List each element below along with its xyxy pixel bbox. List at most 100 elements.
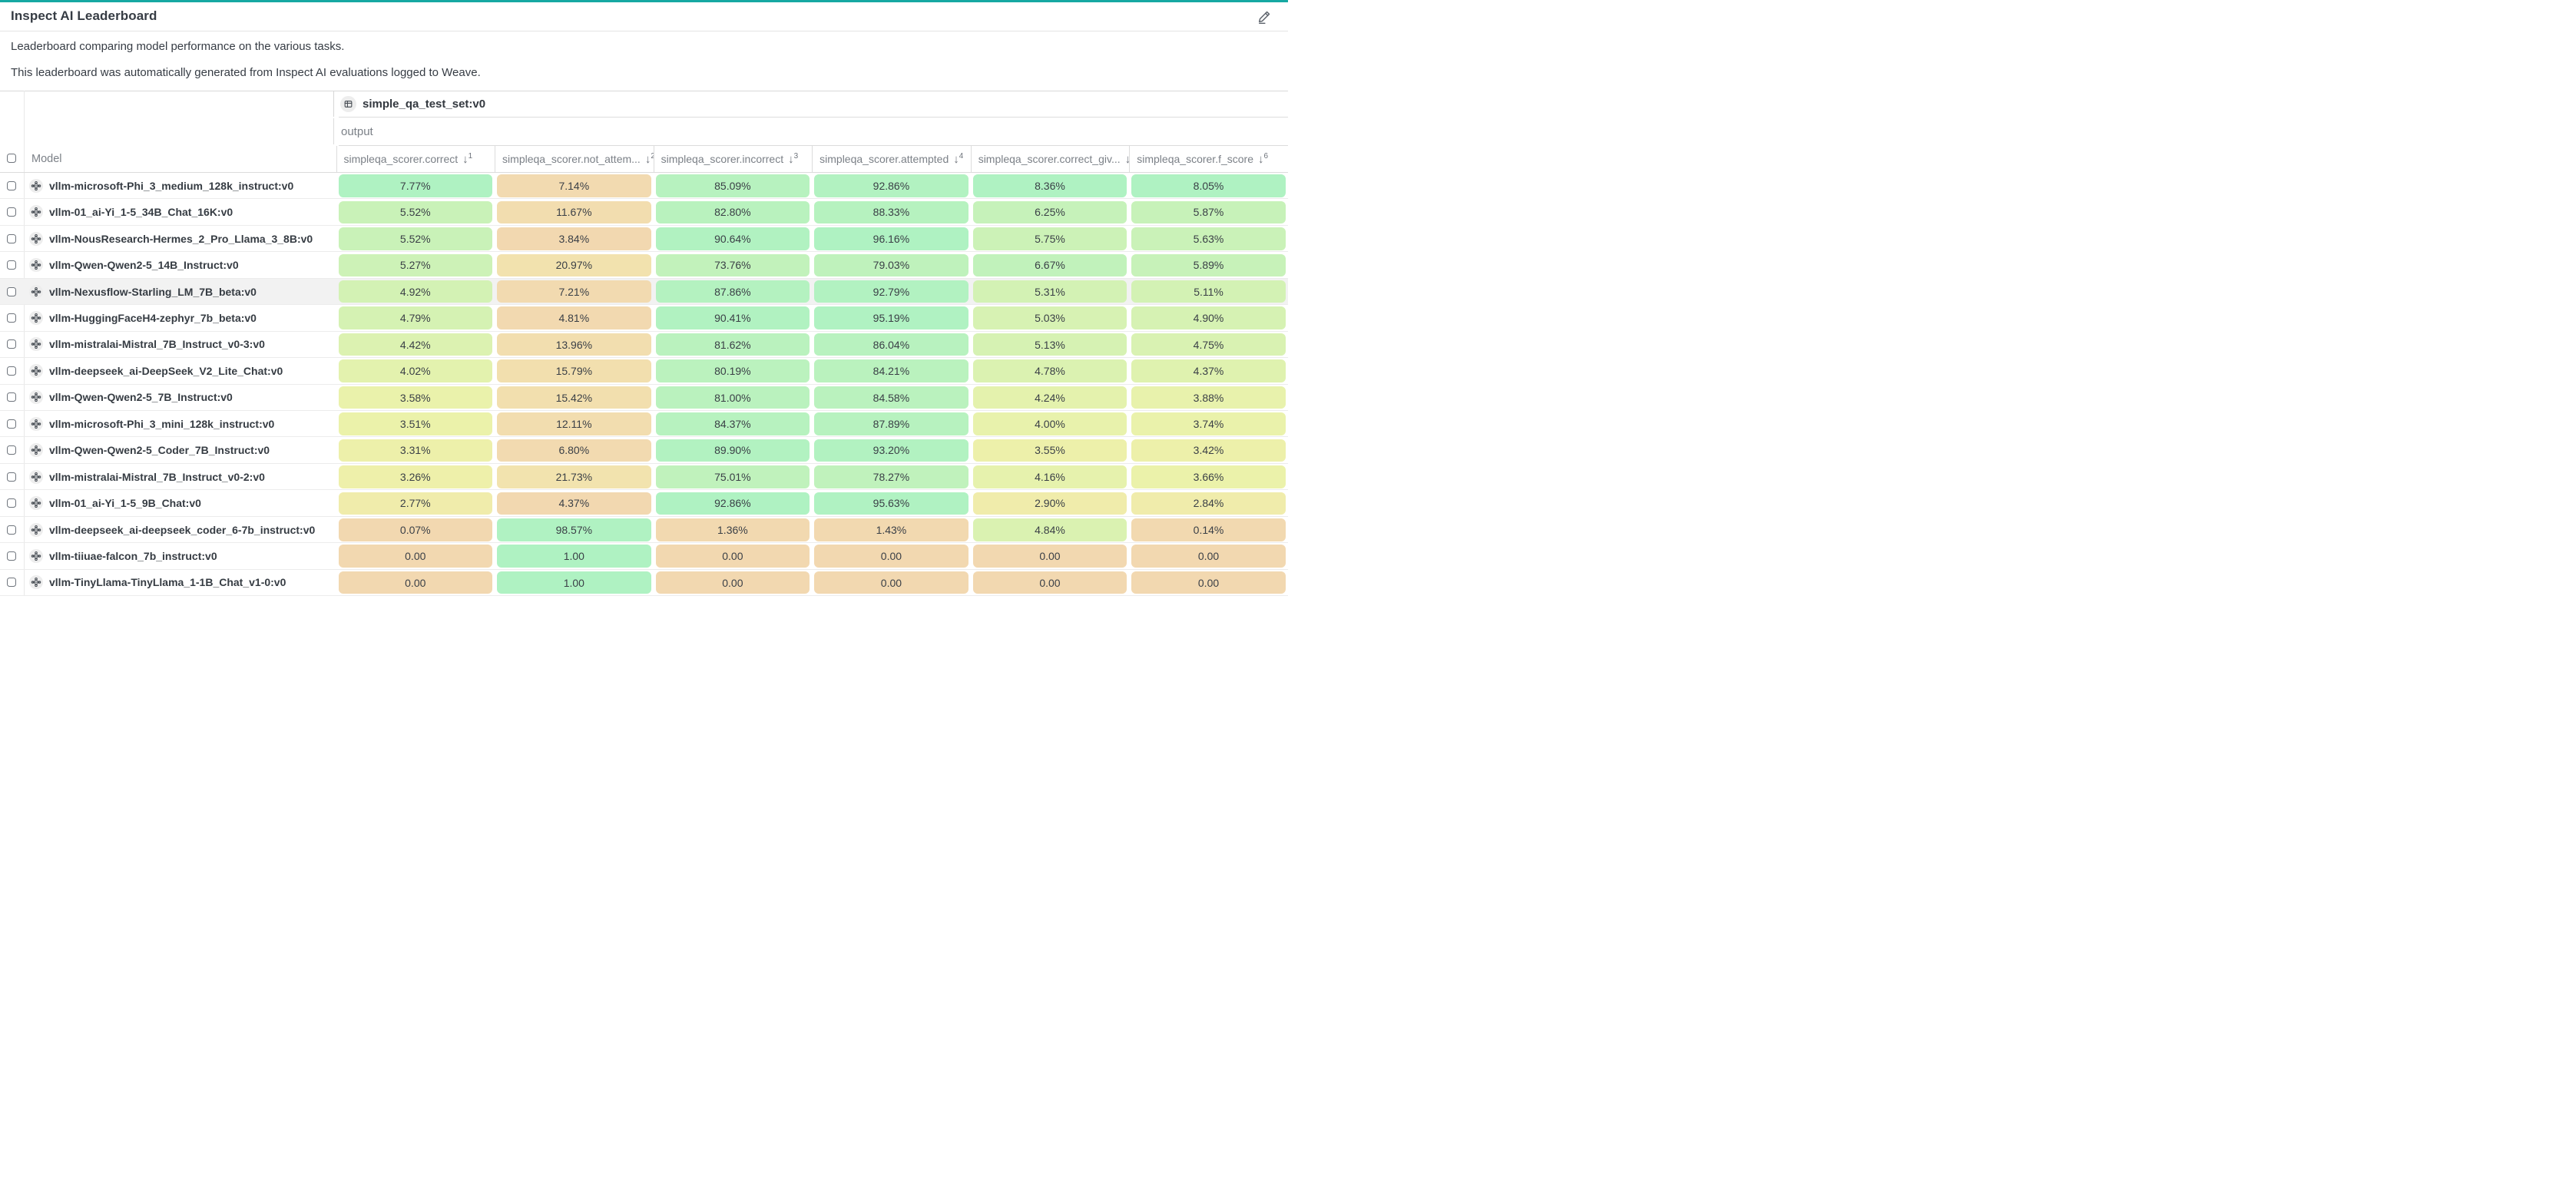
score-cell[interactable]: 84.21% (814, 359, 968, 382)
column-header-6[interactable]: simpleqa_scorer.f_score ↓6 (1129, 146, 1288, 172)
score-cell[interactable]: 3.42% (1131, 439, 1286, 462)
sort-desc-icon[interactable]: ↓6 (1258, 152, 1269, 166)
score-cell[interactable]: 15.42% (497, 386, 651, 409)
score-cell[interactable]: 3.31% (338, 439, 493, 462)
row-checkbox[interactable] (7, 207, 16, 217)
score-cell[interactable]: 73.76% (655, 253, 810, 277)
score-cell[interactable]: 87.86% (655, 280, 810, 303)
score-cell[interactable]: 15.79% (497, 359, 651, 382)
score-cell[interactable]: 81.62% (655, 333, 810, 356)
score-cell[interactable]: 21.73% (497, 465, 651, 488)
score-cell[interactable]: 93.20% (814, 439, 968, 462)
score-cell[interactable]: 4.42% (338, 333, 493, 356)
score-cell[interactable]: 4.75% (1131, 333, 1286, 356)
score-cell[interactable]: 90.41% (655, 306, 810, 329)
row-checkbox[interactable] (7, 313, 16, 323)
row-checkbox[interactable] (7, 419, 16, 429)
score-cell[interactable]: 4.00% (972, 412, 1127, 435)
score-cell[interactable]: 5.13% (972, 333, 1127, 356)
score-cell[interactable]: 5.52% (338, 227, 493, 250)
score-cell[interactable]: 11.67% (497, 200, 651, 224)
model-name[interactable]: vllm-Qwen-Qwen2-5_14B_Instruct:v0 (49, 259, 239, 272)
score-cell[interactable]: 84.37% (655, 412, 810, 435)
score-cell[interactable]: 4.16% (972, 465, 1127, 488)
sort-desc-icon[interactable]: ↓1 (462, 152, 473, 166)
score-cell[interactable]: 4.84% (972, 518, 1127, 541)
score-cell[interactable]: 7.21% (497, 280, 651, 303)
row-checkbox[interactable] (7, 472, 16, 482)
score-cell[interactable]: 90.64% (655, 227, 810, 250)
sort-desc-icon[interactable]: ↓5 (1125, 152, 1130, 166)
score-cell[interactable]: 5.89% (1131, 253, 1286, 277)
score-cell[interactable]: 89.90% (655, 439, 810, 462)
score-cell[interactable]: 5.52% (338, 200, 493, 224)
score-cell[interactable]: 1.36% (655, 518, 810, 541)
model-name[interactable]: vllm-Nexusflow-Starling_LM_7B_beta:v0 (49, 285, 257, 298)
score-cell[interactable]: 0.00 (972, 545, 1127, 568)
model-name[interactable]: vllm-microsoft-Phi_3_medium_128k_instruc… (49, 179, 294, 192)
score-cell[interactable]: 5.63% (1131, 227, 1286, 250)
model-name[interactable]: vllm-HuggingFaceH4-zephyr_7b_beta:v0 (49, 311, 257, 324)
row-checkbox[interactable] (7, 498, 16, 508)
edit-button[interactable] (1254, 8, 1274, 28)
score-cell[interactable]: 4.37% (1131, 359, 1286, 382)
score-cell[interactable]: 80.19% (655, 359, 810, 382)
model-name[interactable]: vllm-deepseek_ai-DeepSeek_V2_Lite_Chat:v… (49, 364, 283, 377)
score-cell[interactable]: 3.84% (497, 227, 651, 250)
dataset-group-header[interactable]: simple_qa_test_set:v0 (333, 91, 1288, 117)
score-cell[interactable]: 1.00 (497, 571, 651, 594)
score-cell[interactable]: 3.55% (972, 439, 1127, 462)
score-cell[interactable]: 3.51% (338, 412, 493, 435)
score-cell[interactable]: 87.89% (814, 412, 968, 435)
score-cell[interactable]: 85.09% (655, 174, 810, 197)
sort-desc-icon[interactable]: ↓2 (645, 152, 654, 166)
score-cell[interactable]: 6.80% (497, 439, 651, 462)
model-name[interactable]: vllm-mistralai-Mistral_7B_Instruct_v0-2:… (49, 470, 265, 483)
sort-desc-icon[interactable]: ↓4 (953, 152, 964, 166)
score-cell[interactable]: 0.00 (814, 571, 968, 594)
score-cell[interactable]: 8.36% (972, 174, 1127, 197)
model-name[interactable]: vllm-01_ai-Yi_1-5_9B_Chat:v0 (49, 497, 201, 510)
row-checkbox[interactable] (7, 180, 16, 190)
select-all-checkbox[interactable] (7, 154, 16, 163)
score-cell[interactable]: 8.05% (1131, 174, 1286, 197)
score-cell[interactable]: 0.00 (338, 571, 493, 594)
score-cell[interactable]: 2.84% (1131, 492, 1286, 515)
score-cell[interactable]: 78.27% (814, 465, 968, 488)
model-name[interactable]: vllm-NousResearch-Hermes_2_Pro_Llama_3_8… (49, 232, 313, 245)
row-checkbox[interactable] (7, 366, 16, 376)
model-name[interactable]: vllm-Qwen-Qwen2-5_Coder_7B_Instruct:v0 (49, 444, 270, 457)
column-header-4[interactable]: simpleqa_scorer.attempted ↓4 (812, 146, 971, 172)
score-cell[interactable]: 2.90% (972, 492, 1127, 515)
score-cell[interactable]: 13.96% (497, 333, 651, 356)
score-cell[interactable]: 7.14% (497, 174, 651, 197)
model-name[interactable]: vllm-Qwen-Qwen2-5_7B_Instruct:v0 (49, 391, 233, 404)
row-checkbox[interactable] (7, 578, 16, 588)
score-cell[interactable]: 3.26% (338, 465, 493, 488)
score-cell[interactable]: 12.11% (497, 412, 651, 435)
score-cell[interactable]: 84.58% (814, 386, 968, 409)
row-checkbox[interactable] (7, 286, 16, 296)
score-cell[interactable]: 1.43% (814, 518, 968, 541)
score-cell[interactable]: 5.03% (972, 306, 1127, 329)
row-checkbox[interactable] (7, 339, 16, 349)
column-header-2[interactable]: simpleqa_scorer.not_attem... ↓2 (495, 146, 654, 172)
score-cell[interactable]: 3.66% (1131, 465, 1286, 488)
row-checkbox[interactable] (7, 392, 16, 402)
score-cell[interactable]: 7.77% (338, 174, 493, 197)
score-cell[interactable]: 95.63% (814, 492, 968, 515)
row-checkbox[interactable] (7, 551, 16, 561)
score-cell[interactable]: 92.79% (814, 280, 968, 303)
score-cell[interactable]: 4.78% (972, 359, 1127, 382)
row-checkbox[interactable] (7, 525, 16, 535)
score-cell[interactable]: 3.74% (1131, 412, 1286, 435)
score-cell[interactable]: 0.14% (1131, 518, 1286, 541)
score-cell[interactable]: 5.87% (1131, 200, 1286, 224)
model-name[interactable]: vllm-01_ai-Yi_1-5_34B_Chat_16K:v0 (49, 206, 233, 219)
column-header-5[interactable]: simpleqa_scorer.correct_giv... ↓5 (970, 146, 1130, 172)
score-cell[interactable]: 4.90% (1131, 306, 1286, 329)
score-cell[interactable]: 98.57% (497, 518, 651, 541)
score-cell[interactable]: 1.00 (497, 545, 651, 568)
score-cell[interactable]: 5.27% (338, 253, 493, 277)
score-cell[interactable]: 4.24% (972, 386, 1127, 409)
